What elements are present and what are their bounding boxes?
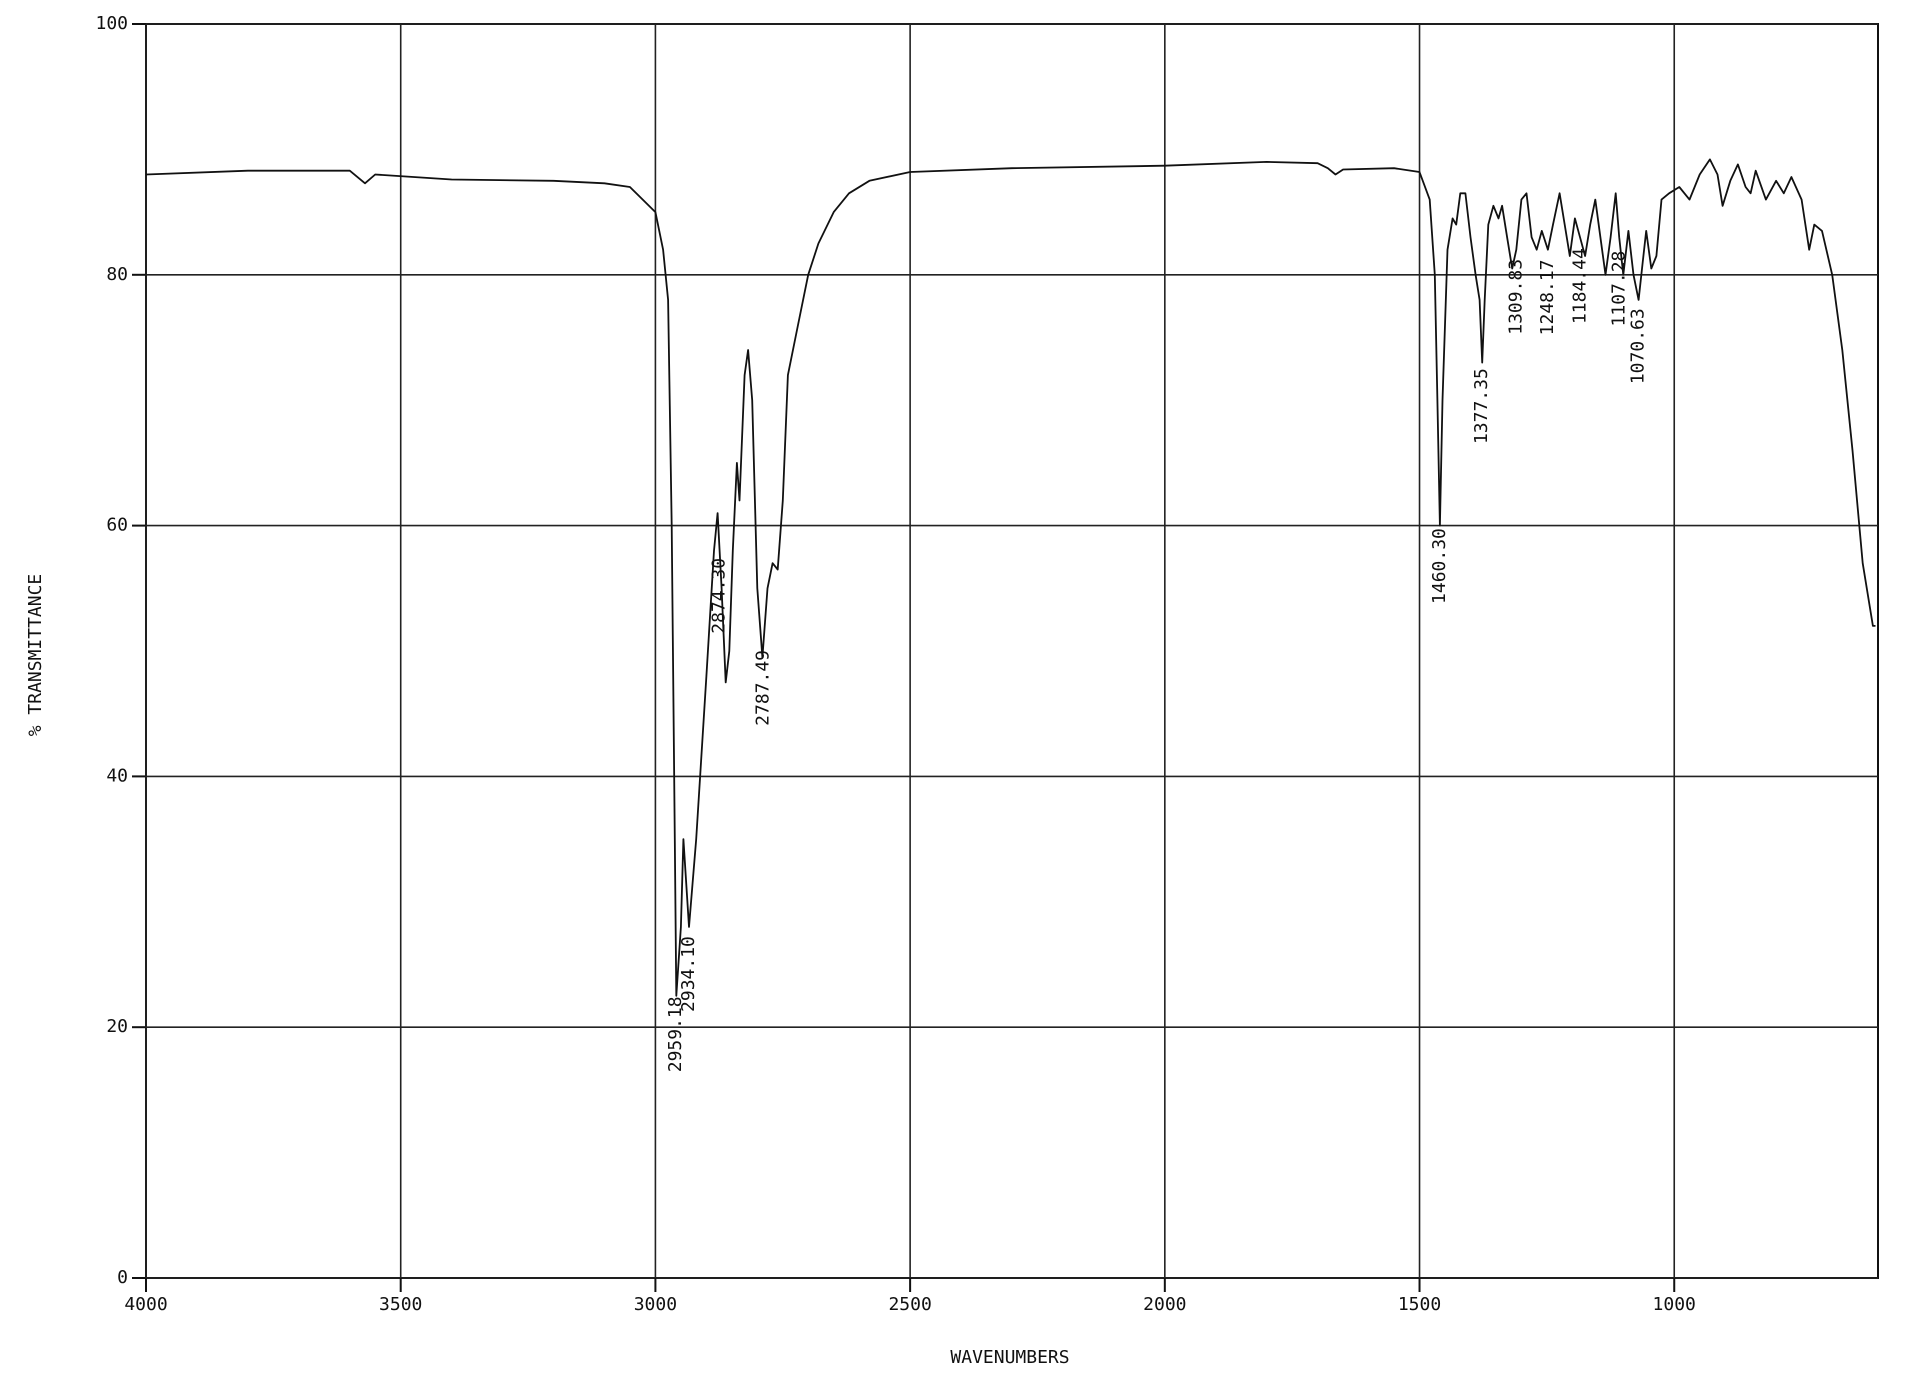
y-tick-label: 100	[95, 13, 128, 34]
spectrum-line	[145, 158, 1876, 997]
y-axis-label: % TRANSMITTANCE	[25, 574, 46, 737]
peak-label: 1309.83	[1505, 259, 1526, 335]
peak-label: 2874.30	[708, 558, 729, 634]
x-tick-label: 1500	[1398, 1294, 1441, 1315]
peak-label: 2787.49	[753, 650, 774, 726]
x-tick-label: 1000	[1653, 1294, 1696, 1315]
peak-label: 1107.28	[1609, 251, 1630, 327]
y-tick-label: 20	[106, 1016, 128, 1037]
peak-label: 1377.35	[1471, 368, 1492, 444]
peak-label: 2934.10	[678, 936, 699, 1012]
x-tick-label: 2500	[888, 1294, 931, 1315]
y-tick-label: 60	[106, 515, 128, 536]
peak-label: 1460.30	[1429, 528, 1450, 604]
x-tick-label: 3000	[634, 1294, 677, 1315]
peak-label: 1184.44	[1569, 248, 1590, 324]
peak-label: 1248.17	[1537, 260, 1558, 336]
y-tick-label: 40	[106, 765, 128, 786]
plot-frame	[145, 23, 1879, 1279]
x-axis-label: WAVENUMBERS	[950, 1347, 1069, 1368]
x-tick-label: 4000	[124, 1294, 167, 1315]
y-tick-label: 0	[117, 1267, 128, 1288]
peak-label: 1070.63	[1627, 308, 1648, 384]
x-tick-label: 3500	[379, 1294, 422, 1315]
y-tick-label: 80	[106, 264, 128, 285]
x-tick-label: 2000	[1143, 1294, 1186, 1315]
peak-label: 2959.18	[665, 996, 686, 1072]
